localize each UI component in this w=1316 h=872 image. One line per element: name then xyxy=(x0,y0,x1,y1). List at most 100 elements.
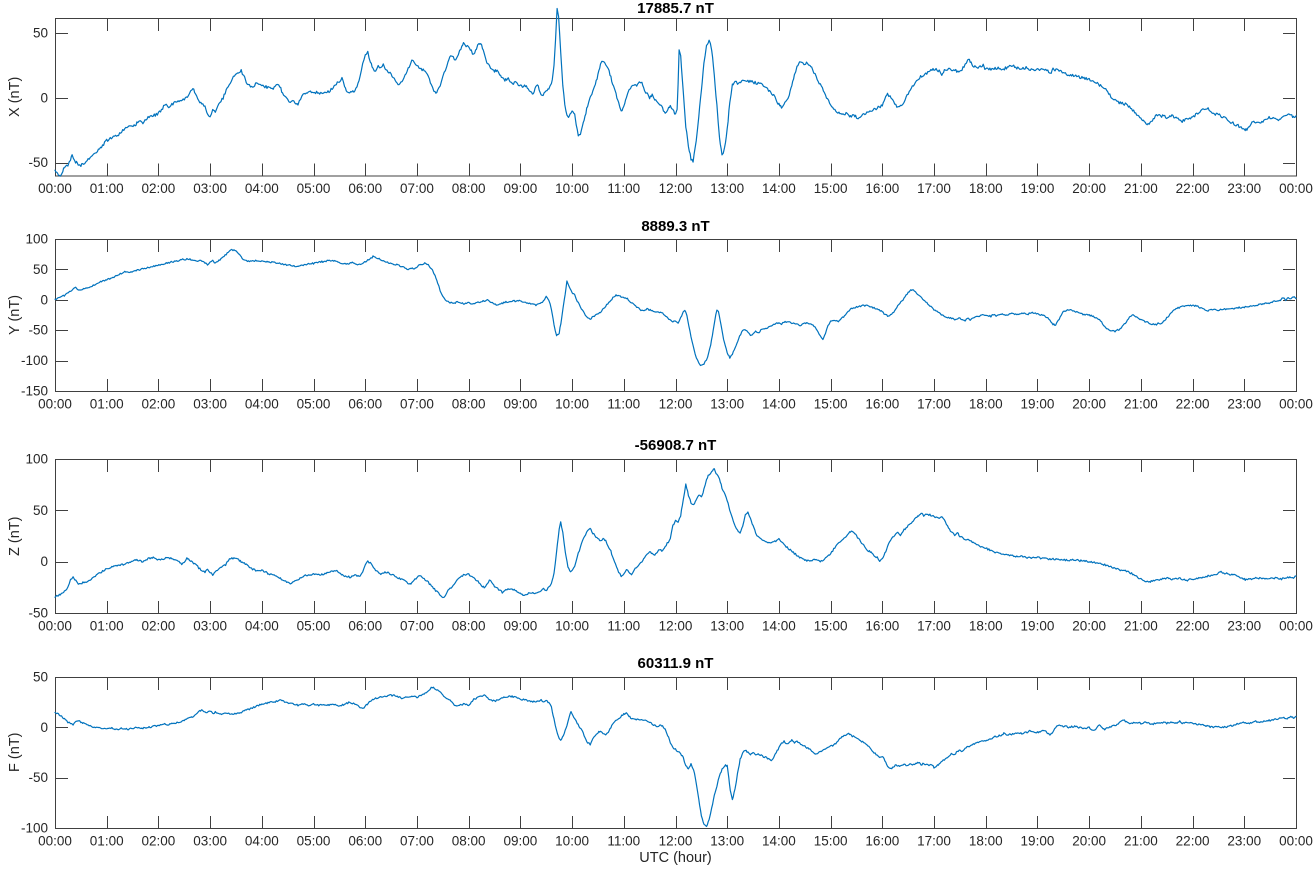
x-tick-label: 14:00 xyxy=(762,397,796,412)
x-tick-label: 22:00 xyxy=(1176,397,1210,412)
y-tick-label: -50 xyxy=(28,155,48,170)
x-tick-label: 16:00 xyxy=(865,181,899,196)
y-tick-label: -50 xyxy=(28,606,48,621)
x-tick-label: 08:00 xyxy=(452,619,486,634)
x-tick-label: 23:00 xyxy=(1227,181,1261,196)
x-axis-label: UTC (hour) xyxy=(639,850,712,866)
y-tick-label: -100 xyxy=(21,821,48,836)
x-tick-label: 06:00 xyxy=(348,397,382,412)
y-tick-label: -150 xyxy=(21,384,48,399)
x-tick-label: 20:00 xyxy=(1072,834,1106,849)
series-line-y xyxy=(54,248,1297,367)
x-tick-label: 01:00 xyxy=(90,834,124,849)
x-tick-label: 14:00 xyxy=(762,834,796,849)
panel-y-title: 8889.3 nT xyxy=(641,218,710,235)
panel-frame xyxy=(55,18,1297,177)
panel-f-title: 60311.9 nT xyxy=(637,655,714,672)
x-tick-label: 15:00 xyxy=(814,397,848,412)
x-tick-label: 08:00 xyxy=(452,397,486,412)
x-tick-label: 23:00 xyxy=(1227,397,1261,412)
x-tick-label: 22:00 xyxy=(1176,619,1210,634)
y-tick-label: 0 xyxy=(40,720,48,735)
y-tick-label: -100 xyxy=(21,353,48,368)
x-tick-label: 21:00 xyxy=(1124,397,1158,412)
x-tick-label: 23:00 xyxy=(1227,619,1261,634)
x-tick-label: 00:00 xyxy=(38,619,72,634)
x-tick-label: 05:00 xyxy=(297,181,331,196)
x-tick-label: 12:00 xyxy=(659,834,693,849)
panel-z-ylabel: Z (nT) xyxy=(7,516,23,556)
x-tick-label: 02:00 xyxy=(142,397,176,412)
x-tick-label: 08:00 xyxy=(452,834,486,849)
x-tick-label: 00:00 xyxy=(1279,397,1313,412)
y-tick-label: -50 xyxy=(28,323,48,338)
y-tick-label: -50 xyxy=(28,770,48,785)
x-tick-label: 13:00 xyxy=(710,619,744,634)
x-tick-label: 08:00 xyxy=(452,181,486,196)
x-tick-label: 04:00 xyxy=(245,181,279,196)
x-tick-label: 15:00 xyxy=(814,181,848,196)
panel-frame xyxy=(55,677,1297,829)
x-tick-label: 01:00 xyxy=(90,619,124,634)
panel-y-ylabel: Y (nT) xyxy=(7,294,23,336)
x-tick-label: 19:00 xyxy=(1021,397,1055,412)
x-tick-label: 06:00 xyxy=(348,834,382,849)
x-tick-label: 09:00 xyxy=(503,834,537,849)
x-tick-label: 11:00 xyxy=(607,397,640,412)
x-tick-label: 02:00 xyxy=(142,181,176,196)
x-tick-label: 21:00 xyxy=(1124,834,1158,849)
x-tick-label: 06:00 xyxy=(348,619,382,634)
x-tick-label: 09:00 xyxy=(503,181,537,196)
x-tick-label: 13:00 xyxy=(710,181,744,196)
x-tick-label: 01:00 xyxy=(90,181,124,196)
x-tick-label: 10:00 xyxy=(555,397,589,412)
x-tick-label: 02:00 xyxy=(142,619,176,634)
x-tick-label: 19:00 xyxy=(1021,834,1055,849)
panel-frame xyxy=(55,459,1297,614)
y-tick-label: 0 xyxy=(40,292,48,307)
x-tick-label: 15:00 xyxy=(814,619,848,634)
x-tick-label: 00:00 xyxy=(1279,619,1313,634)
x-tick-label: 11:00 xyxy=(607,181,640,196)
x-tick-label: 10:00 xyxy=(555,619,589,634)
series-line-f xyxy=(54,686,1297,828)
y-tick-label: 0 xyxy=(40,90,48,105)
x-tick-label: 11:00 xyxy=(607,619,640,634)
panel-x-ylabel: X (nT) xyxy=(7,76,23,118)
x-tick-label: 20:00 xyxy=(1072,397,1106,412)
x-tick-label: 11:00 xyxy=(607,834,640,849)
panel-f-ylabel: F (nT) xyxy=(7,732,23,772)
x-tick-label: 17:00 xyxy=(917,834,951,849)
x-tick-label: 00:00 xyxy=(38,834,72,849)
x-tick-label: 07:00 xyxy=(400,834,434,849)
x-tick-label: 12:00 xyxy=(659,619,693,634)
x-tick-label: 13:00 xyxy=(710,834,744,849)
panel-x-title: 17885.7 nT xyxy=(637,0,714,17)
x-tick-label: 04:00 xyxy=(245,834,279,849)
x-tick-label: 16:00 xyxy=(865,619,899,634)
x-tick-label: 23:00 xyxy=(1227,834,1261,849)
y-tick-label: 50 xyxy=(33,26,48,41)
x-tick-label: 14:00 xyxy=(762,619,796,634)
x-tick-label: 05:00 xyxy=(297,834,331,849)
x-tick-label: 05:00 xyxy=(297,397,331,412)
x-tick-label: 05:00 xyxy=(297,619,331,634)
x-tick-label: 00:00 xyxy=(1279,181,1313,196)
x-tick-label: 07:00 xyxy=(400,619,434,634)
x-tick-label: 20:00 xyxy=(1072,619,1106,634)
panel-z-title: -56908.7 nT xyxy=(634,437,717,454)
x-tick-label: 22:00 xyxy=(1176,181,1210,196)
x-tick-label: 16:00 xyxy=(865,397,899,412)
x-tick-label: 07:00 xyxy=(400,397,434,412)
x-tick-label: 06:00 xyxy=(348,181,382,196)
x-tick-label: 19:00 xyxy=(1021,619,1055,634)
x-tick-label: 07:00 xyxy=(400,181,434,196)
x-tick-label: 13:00 xyxy=(710,397,744,412)
x-tick-label: 17:00 xyxy=(917,619,951,634)
x-tick-label: 14:00 xyxy=(762,181,796,196)
series-line-x xyxy=(54,7,1297,177)
x-tick-label: 22:00 xyxy=(1176,834,1210,849)
x-tick-label: 00:00 xyxy=(1279,834,1313,849)
x-tick-label: 12:00 xyxy=(659,181,693,196)
